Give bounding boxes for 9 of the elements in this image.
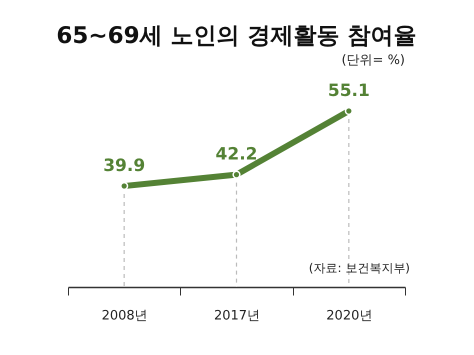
data-label: 55.1 [328, 81, 370, 101]
x-tick-label: 2020년 [326, 308, 372, 324]
data-label: 42.2 [216, 144, 258, 165]
data-label: 39.9 [103, 156, 146, 176]
text: (단위= %) [341, 53, 405, 68]
chart-title: 65~69세 노인의 경제활동 참여율 [56, 23, 417, 49]
x-tick-label: 2017년 [214, 308, 260, 324]
x-tick-label: 2008년 [102, 308, 148, 324]
text: (자료: 보건복지부) [308, 261, 410, 275]
